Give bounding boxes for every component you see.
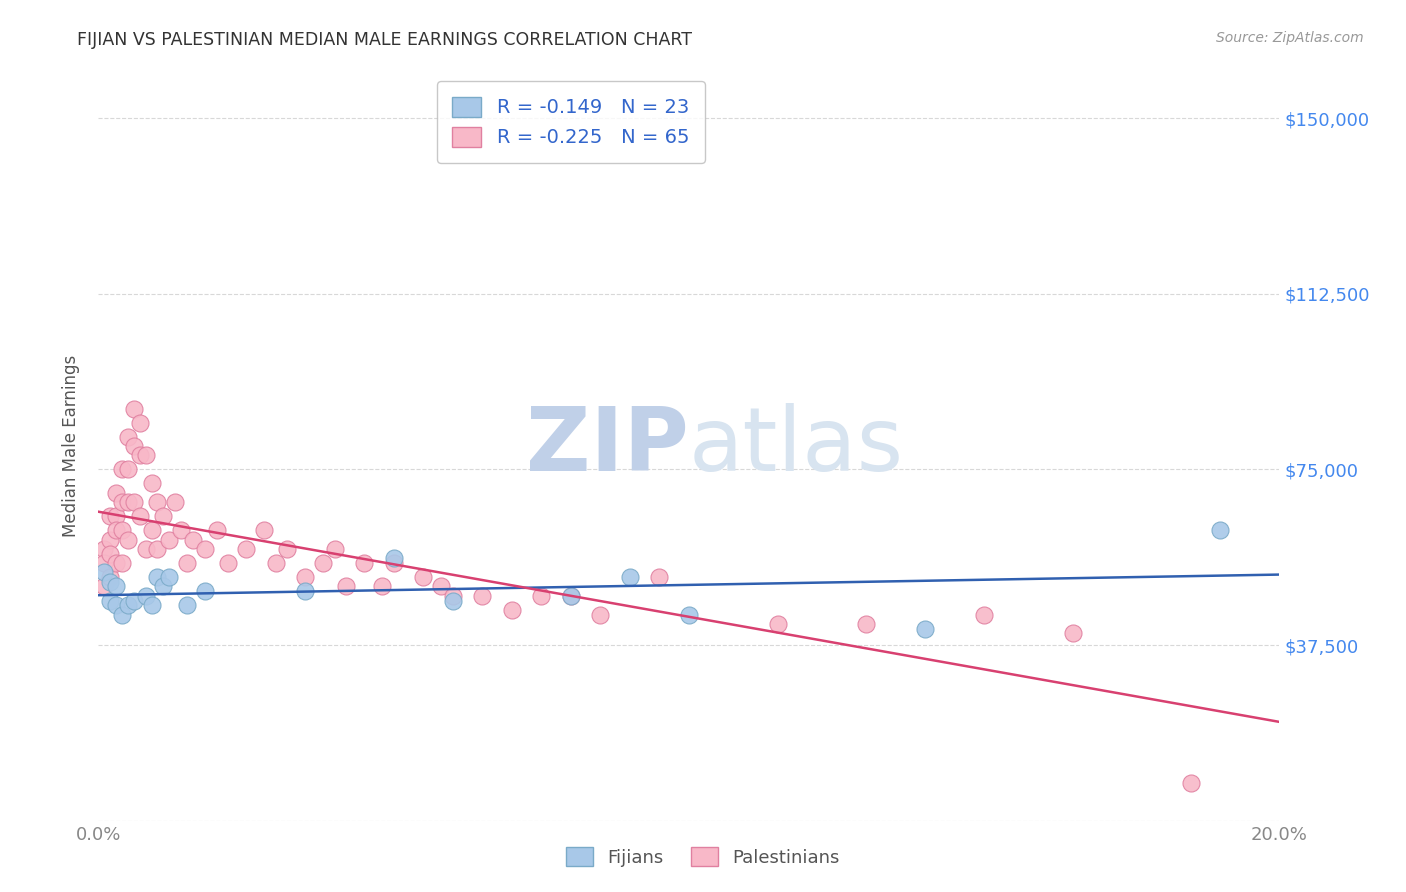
Point xyxy=(105,599,128,613)
Point xyxy=(98,533,121,547)
Point xyxy=(141,523,163,537)
Text: atlas: atlas xyxy=(689,402,904,490)
Point xyxy=(146,570,169,584)
Legend: Fijians, Palestinians: Fijians, Palestinians xyxy=(560,840,846,874)
Point xyxy=(276,542,298,557)
Point xyxy=(501,603,523,617)
Text: FIJIAN VS PALESTINIAN MEDIAN MALE EARNINGS CORRELATION CHART: FIJIAN VS PALESTINIAN MEDIAN MALE EARNIN… xyxy=(77,31,692,49)
Point xyxy=(205,523,228,537)
Point xyxy=(560,589,582,603)
Point xyxy=(93,580,115,594)
Point xyxy=(111,462,134,476)
Point xyxy=(766,617,789,632)
Point xyxy=(111,607,134,622)
Point xyxy=(371,580,394,594)
Point xyxy=(105,523,128,537)
Point xyxy=(157,570,180,584)
Point xyxy=(194,584,217,599)
Point xyxy=(105,556,128,570)
Point xyxy=(135,449,157,463)
Point xyxy=(181,533,204,547)
Point xyxy=(105,580,128,594)
Point xyxy=(678,607,700,622)
Point xyxy=(441,593,464,607)
Point xyxy=(312,556,335,570)
Point xyxy=(141,476,163,491)
Point xyxy=(152,509,174,524)
Point xyxy=(111,556,134,570)
Point xyxy=(93,566,115,580)
Point xyxy=(98,574,121,589)
Point xyxy=(105,509,128,524)
Point xyxy=(128,509,150,524)
Point xyxy=(146,542,169,557)
Point xyxy=(253,523,276,537)
Point xyxy=(152,580,174,594)
Point xyxy=(560,589,582,603)
Point xyxy=(93,542,115,557)
Point xyxy=(973,607,995,622)
Point xyxy=(105,485,128,500)
Point xyxy=(176,556,198,570)
Point xyxy=(1180,776,1202,790)
Point xyxy=(98,570,121,584)
Point xyxy=(235,542,257,557)
Point xyxy=(353,556,375,570)
Point xyxy=(217,556,239,570)
Point xyxy=(382,551,405,566)
Point xyxy=(170,523,193,537)
Point xyxy=(471,589,494,603)
Point xyxy=(294,570,316,584)
Point xyxy=(1209,523,1232,537)
Point xyxy=(176,599,198,613)
Point xyxy=(194,542,217,557)
Point xyxy=(128,416,150,430)
Point xyxy=(135,542,157,557)
Point xyxy=(165,495,187,509)
Point xyxy=(98,509,121,524)
Point xyxy=(914,622,936,636)
Point xyxy=(648,570,671,584)
Point xyxy=(117,430,139,444)
Y-axis label: Median Male Earnings: Median Male Earnings xyxy=(62,355,80,537)
Point xyxy=(135,589,157,603)
Point xyxy=(855,617,877,632)
Point xyxy=(1062,626,1084,640)
Point xyxy=(122,401,145,416)
Point xyxy=(98,547,121,561)
Point xyxy=(122,593,145,607)
Point xyxy=(530,589,553,603)
Point xyxy=(430,580,453,594)
Point xyxy=(117,462,139,476)
Point xyxy=(157,533,180,547)
Point xyxy=(619,570,641,584)
Point xyxy=(128,449,150,463)
Point xyxy=(441,589,464,603)
Legend: R = -0.149   N = 23, R = -0.225   N = 65: R = -0.149 N = 23, R = -0.225 N = 65 xyxy=(437,81,704,163)
Point xyxy=(117,533,139,547)
Point xyxy=(141,599,163,613)
Point xyxy=(122,439,145,453)
Text: ZIP: ZIP xyxy=(526,402,689,490)
Point xyxy=(111,523,134,537)
Point xyxy=(323,542,346,557)
Point xyxy=(98,593,121,607)
Point xyxy=(146,495,169,509)
Point xyxy=(111,495,134,509)
Point xyxy=(382,556,405,570)
Point xyxy=(117,599,139,613)
Point xyxy=(122,495,145,509)
Point xyxy=(294,584,316,599)
Text: Source: ZipAtlas.com: Source: ZipAtlas.com xyxy=(1216,31,1364,45)
Point xyxy=(93,556,115,570)
Point xyxy=(335,580,357,594)
Point xyxy=(264,556,287,570)
Point xyxy=(117,495,139,509)
Point xyxy=(412,570,434,584)
Point xyxy=(589,607,612,622)
